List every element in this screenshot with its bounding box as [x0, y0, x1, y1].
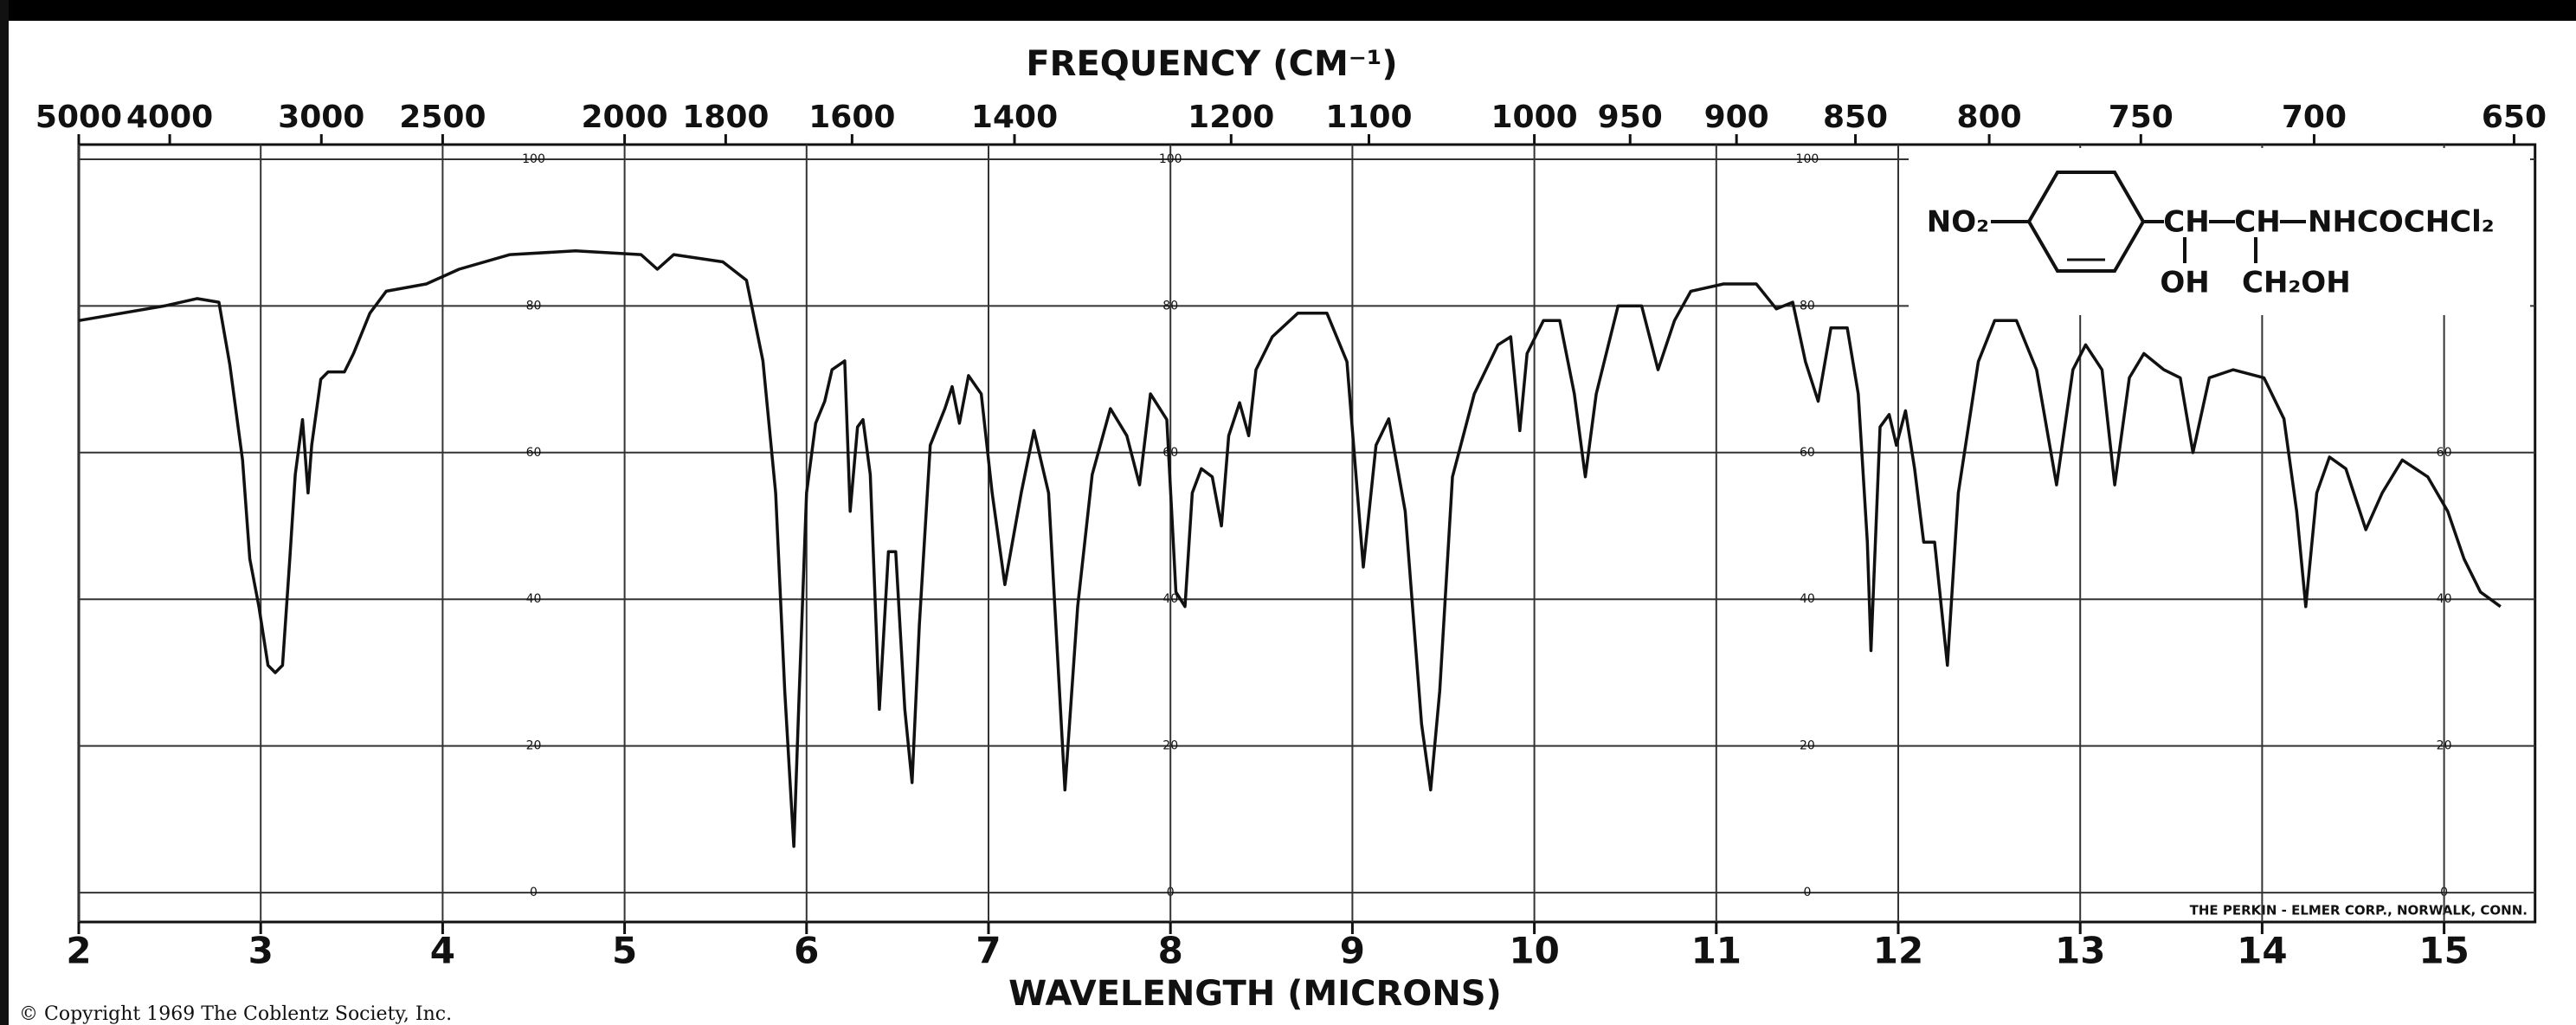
y-tick-label: 60	[526, 446, 542, 460]
x-tick-label: 3	[248, 930, 274, 972]
y-tick-label: 80	[1800, 299, 1815, 313]
y-tick-label: 60	[1800, 446, 1815, 460]
structure-label: CH	[2234, 205, 2280, 240]
x2-tick-label: 700	[2282, 100, 2347, 135]
structure-label: OH	[2160, 266, 2209, 300]
x2-tick-label: 900	[1704, 100, 1769, 135]
x-tick-label: 5	[612, 930, 637, 972]
y-tick-label: 40	[1800, 592, 1815, 606]
structure-label: CH₂OH	[2242, 266, 2351, 300]
y-tick-label: 20	[526, 739, 542, 753]
x-tick-label: 14	[2237, 930, 2287, 972]
x2-tick-label: 1100	[1325, 100, 1412, 135]
structure-bg	[1909, 148, 2530, 315]
spectrum-line	[78, 249, 2502, 848]
x2-tick-label: 5000	[35, 100, 122, 135]
maker-note: THE PERKIN - ELMER CORP., NORWALK, CONN.	[2190, 903, 2528, 919]
x2-tick-label: 1200	[1188, 100, 1274, 135]
x-tick-label: 2	[66, 930, 91, 972]
x-tick-label: 13	[2055, 930, 2105, 972]
x2-tick-label: 4000	[126, 100, 213, 135]
left-edge	[0, 0, 9, 1025]
x-tick-label: 12	[1873, 930, 1923, 972]
x2-tick-label: 650	[2482, 100, 2547, 135]
x2-tick-label: 1000	[1491, 100, 1577, 135]
y-tick-label: 20	[1800, 739, 1815, 753]
x2-tick-label: 800	[1957, 100, 2022, 135]
structure-label: CH	[2163, 205, 2209, 240]
x2-tick-label: 1600	[808, 100, 895, 135]
x2-tick-label: 1400	[971, 100, 1058, 135]
x-tick-label: 11	[1691, 930, 1742, 972]
structure-label: NO₂	[1927, 205, 1989, 240]
y-tick-label: 80	[526, 299, 542, 313]
top-bar	[0, 0, 2576, 21]
x-tick-label: 15	[2418, 930, 2469, 972]
x2-tick-label: 1800	[682, 100, 769, 135]
y-tick-label: 0	[530, 886, 538, 899]
y-tick-label: 40	[526, 592, 542, 606]
x2-axis-title: FREQUENCY (CM⁻¹)	[1026, 44, 1397, 84]
x-tick-label: 4	[430, 930, 455, 972]
x-tick-label: 6	[794, 930, 819, 972]
x2-tick-label: 3000	[278, 100, 364, 135]
y-tick-label: 0	[1803, 886, 1811, 899]
x2-tick-label: 2500	[399, 100, 486, 135]
x2-tick-label: 950	[1598, 100, 1663, 135]
x2-tick-label: 750	[2109, 100, 2174, 135]
x-tick-label: 10	[1509, 930, 1559, 972]
x-tick-label: 9	[1340, 930, 1365, 972]
x-tick-label: 8	[1158, 930, 1183, 972]
x-tick-label: 7	[976, 930, 1001, 972]
copyright: © Copyright 1969 The Coblentz Society, I…	[19, 1003, 452, 1025]
structure-box: NO₂ CH CH NHCOCHCl₂ OH CH₂OH	[1909, 148, 2530, 315]
x2-tick-label: 2000	[581, 100, 667, 135]
y-tick-label: 100	[1796, 152, 1819, 166]
y-tick-label: 100	[522, 152, 545, 166]
x2-tick-label: 850	[1823, 100, 1888, 135]
x-axis-title: WAVELENGTH (MICRONS)	[1008, 974, 1502, 1014]
structure-label: NHCOCHCl₂	[2308, 205, 2495, 240]
